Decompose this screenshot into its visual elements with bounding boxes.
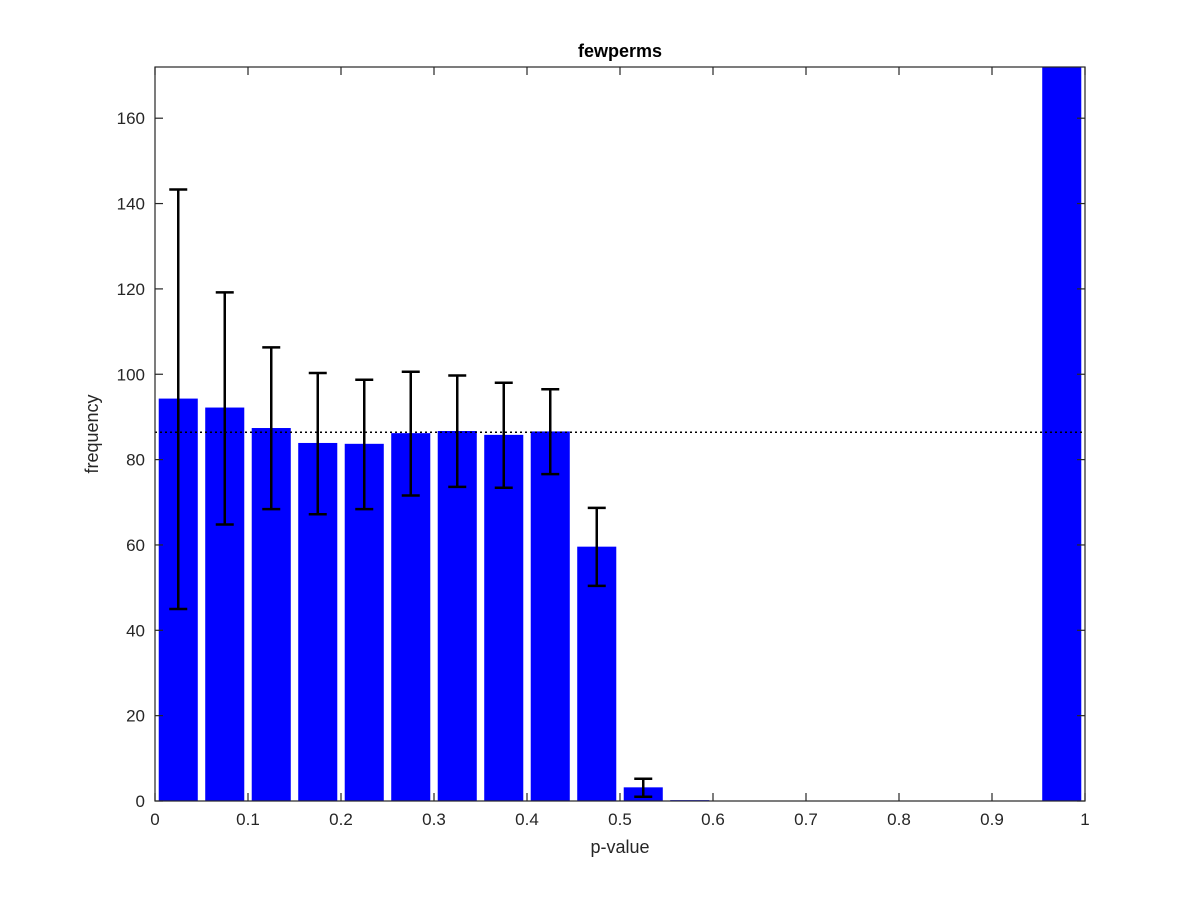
y-tick-label: 140: [117, 195, 145, 214]
x-tick-label: 0.9: [980, 810, 1004, 829]
bar: [437, 431, 477, 801]
y-tick-label: 20: [126, 707, 145, 726]
y-tick-label: 160: [117, 109, 145, 128]
x-tick-label: 0.2: [329, 810, 353, 829]
error-bar: [215, 291, 234, 526]
error-bar: [448, 374, 467, 489]
error-bar: [401, 370, 420, 497]
bar: [484, 434, 524, 801]
error-bar: [634, 777, 653, 798]
error-bar: [262, 346, 281, 511]
bar: [1042, 67, 1082, 801]
x-tick-label: 1: [1080, 810, 1089, 829]
x-axis-label: p-value: [590, 837, 649, 857]
y-axis-label: frequency: [82, 394, 102, 473]
x-tick-label: 0.4: [515, 810, 539, 829]
x-tick-label: 0.5: [608, 810, 632, 829]
y-tick-label: 0: [136, 792, 145, 811]
error-bar: [587, 506, 606, 588]
y-tick-label: 40: [126, 621, 145, 640]
bars-group: [158, 67, 1082, 802]
error-bar: [494, 381, 513, 490]
y-tick-label: 60: [126, 536, 145, 555]
error-bar: [308, 371, 327, 516]
y-tick-label: 120: [117, 280, 145, 299]
x-tick-label: 0.8: [887, 810, 911, 829]
chart-title: fewperms: [578, 41, 662, 61]
error-bar: [355, 378, 374, 511]
x-tick-label: 0.7: [794, 810, 818, 829]
y-tick-label: 100: [117, 365, 145, 384]
errorbars-group: [169, 188, 653, 798]
bar: [577, 546, 617, 801]
x-tick-label: 0.3: [422, 810, 446, 829]
x-tick-label: 0.6: [701, 810, 725, 829]
bar: [530, 431, 570, 801]
x-tick-label: 0: [150, 810, 159, 829]
axes-box: [154, 66, 1086, 802]
y-tick-label: 80: [126, 451, 145, 470]
x-tick-label: 0.1: [236, 810, 260, 829]
x-axis-ticks: 0 0.1 0.2 0.3 0.4 0.5 0.6 0.7 0.8 0.9 1: [150, 67, 1090, 829]
y-axis-ticks: 0 20 40 60 80 100 120 140 160: [117, 109, 1085, 811]
error-bar: [169, 188, 188, 611]
